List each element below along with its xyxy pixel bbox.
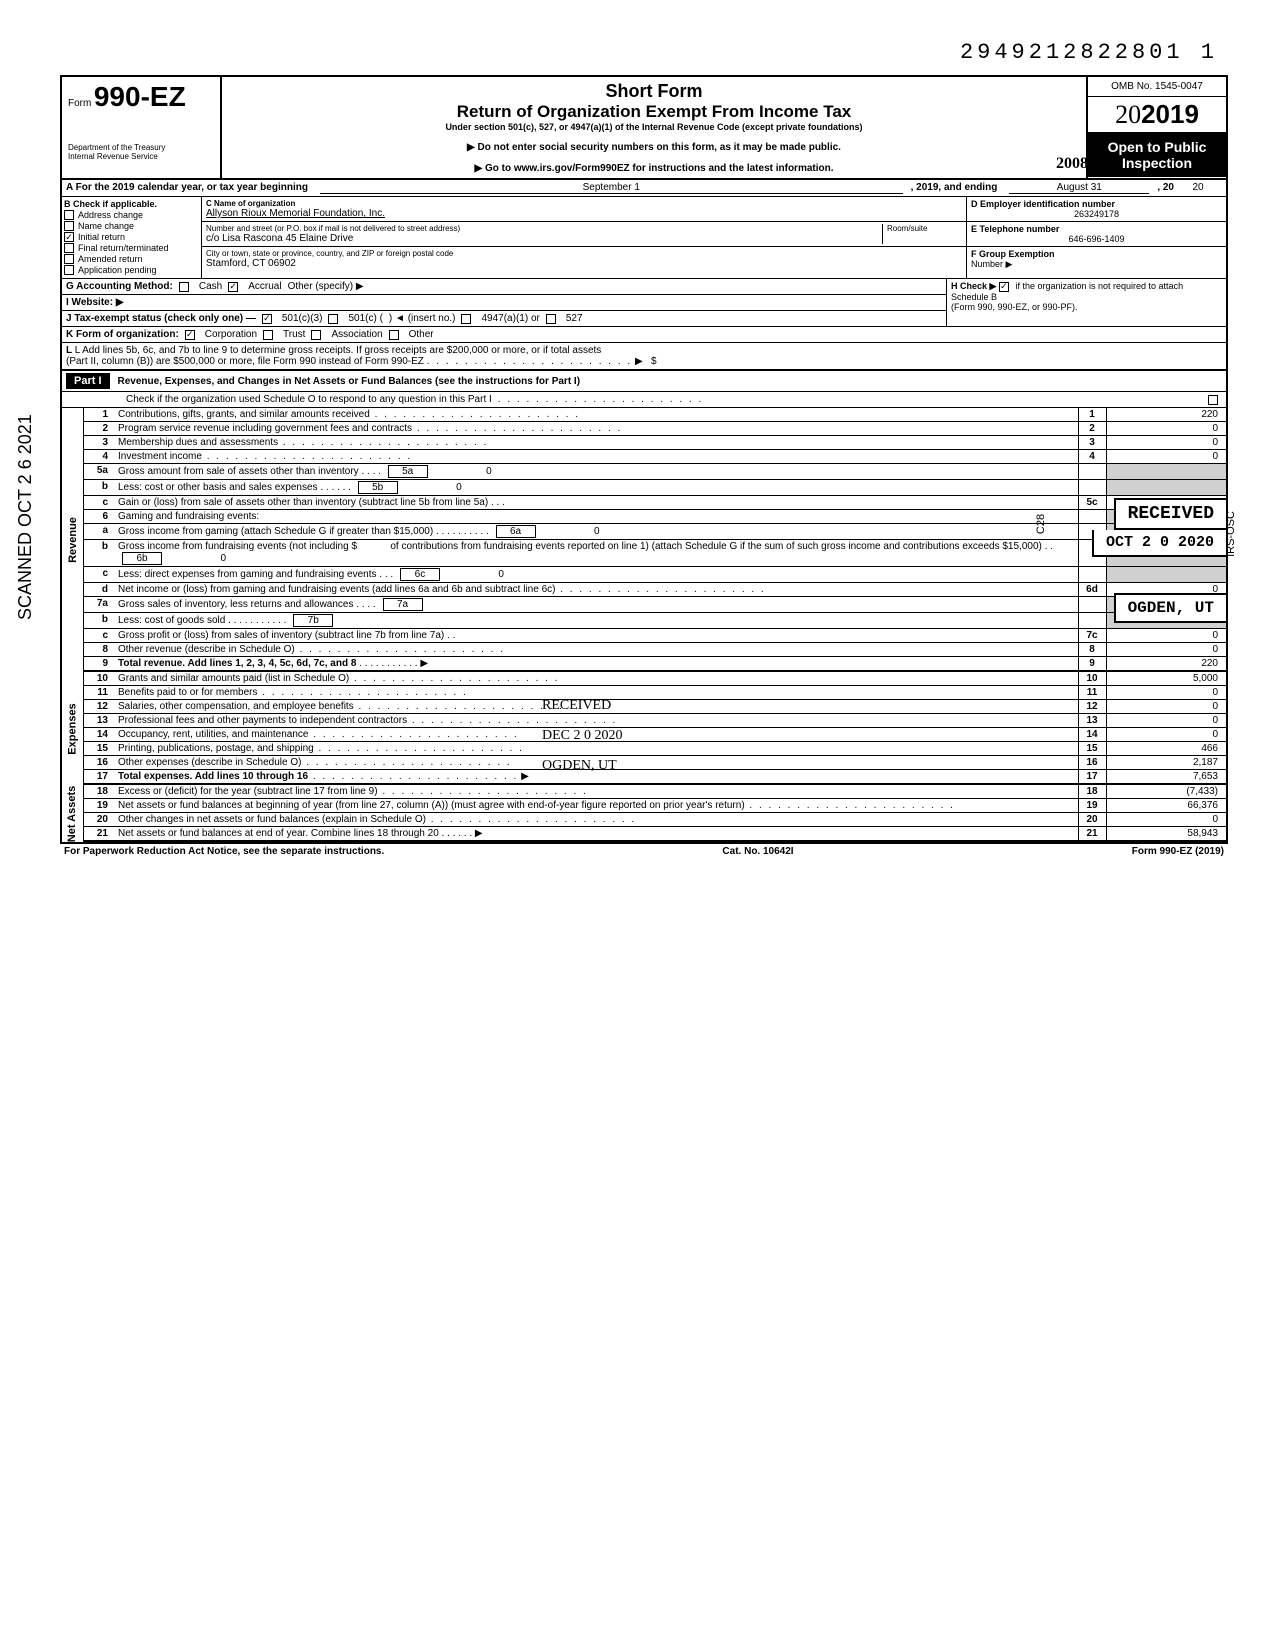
row-h: H Check ▶ ✓ if the organization is not r…: [946, 279, 1226, 326]
ein: 263249178: [971, 209, 1222, 219]
subtitle: Under section 501(c), 527, or 4947(a)(1)…: [230, 122, 1078, 132]
document-code: 2949212822801 1: [60, 40, 1228, 65]
line12-val: 0: [1106, 700, 1226, 714]
phone: 646-696-1409: [971, 234, 1222, 244]
ogden-stamp: OGDEN, UT: [1114, 593, 1228, 623]
expenses-section: Expenses 10Grants and similar amounts pa…: [62, 672, 1226, 785]
cb-501c[interactable]: [328, 314, 338, 324]
row-k: K Form of organization: ✓Corporation Tru…: [62, 327, 1226, 343]
row-i: I Website: ▶: [62, 295, 946, 311]
cb-name[interactable]: [64, 221, 74, 231]
cb-other[interactable]: [389, 330, 399, 340]
org-name: Allyson Rioux Memorial Foundation, Inc.: [206, 208, 962, 219]
cb-4947[interactable]: [461, 314, 471, 324]
cb-final[interactable]: [64, 243, 74, 253]
cb-corp[interactable]: ✓: [185, 330, 195, 340]
title-short-form: Short Form: [230, 81, 1078, 102]
cb-address[interactable]: [64, 210, 74, 220]
tax-year: 202019: [1088, 97, 1226, 133]
cb-527[interactable]: [546, 314, 556, 324]
line1-val: 220: [1106, 408, 1226, 422]
line14-val: 0: [1106, 728, 1226, 742]
revenue-label: Revenue: [67, 517, 79, 563]
irs-osc-stamp: IRS-OSC: [1225, 511, 1237, 557]
line16-val: 2,187: [1106, 756, 1226, 770]
footer-left: For Paperwork Reduction Act Notice, see …: [64, 846, 384, 857]
received2-stamp: RECEIVED: [542, 698, 611, 714]
handwritten-year: 2008: [1056, 155, 1088, 173]
line13-val: 0: [1106, 714, 1226, 728]
header-left: Form 990-EZ Department of the Treasury I…: [62, 77, 222, 178]
line11-val: 0: [1106, 686, 1226, 700]
cb-amended[interactable]: [64, 254, 74, 264]
footer: For Paperwork Reduction Act Notice, see …: [60, 844, 1228, 859]
footer-right: Form 990-EZ (2019): [1132, 846, 1224, 857]
part1-check: Check if the organization used Schedule …: [62, 392, 1226, 408]
col-d: D Employer identification number 2632491…: [966, 197, 1226, 278]
form-header: Form 990-EZ Department of the Treasury I…: [62, 77, 1226, 180]
received-date-stamp: OCT 2 0 2020: [1092, 530, 1228, 557]
open-to-public: Open to Public Inspection: [1088, 133, 1226, 177]
row-g: G Accounting Method: Cash ✓Accrual Other…: [62, 279, 946, 295]
scanned-stamp: SCANNED OCT 2 6 2021: [15, 414, 36, 620]
org-city: Stamford, CT 06902: [206, 258, 962, 269]
line8-val: 0: [1106, 643, 1226, 657]
line4-val: 0: [1106, 450, 1226, 464]
line19-val: 66,376: [1106, 799, 1226, 813]
form-prefix: Form: [68, 98, 91, 109]
col-c: C Name of organization Allyson Rioux Mem…: [202, 197, 966, 278]
line2-val: 0: [1106, 422, 1226, 436]
part1-header: Part I Revenue, Expenses, and Changes in…: [62, 371, 1226, 392]
cb-cash[interactable]: [179, 282, 189, 292]
cb-trust[interactable]: [263, 330, 273, 340]
dept-line2: Internal Revenue Service: [68, 152, 214, 161]
dept-line1: Department of the Treasury: [68, 143, 214, 152]
received-stamp: RECEIVED: [1114, 498, 1228, 530]
line21-val: 58,943: [1106, 827, 1226, 842]
line3-val: 0: [1106, 436, 1226, 450]
end-year: 20: [1178, 182, 1218, 194]
form-number: 990-EZ: [94, 81, 186, 112]
cb-501c3[interactable]: ✓: [262, 314, 272, 324]
revenue-table: 1Contributions, gifts, grants, and simil…: [84, 408, 1226, 672]
title-return: Return of Organization Exempt From Incom…: [230, 102, 1078, 122]
cb-accrual[interactable]: ✓: [228, 282, 238, 292]
cb-assoc[interactable]: [311, 330, 321, 340]
line17-val: 7,653: [1106, 770, 1226, 785]
expenses-table: 10Grants and similar amounts paid (list …: [84, 672, 1226, 785]
row-a-tax-year: A For the 2019 calendar year, or tax yea…: [62, 180, 1226, 197]
cb-pending[interactable]: [64, 265, 74, 275]
line9-val: 220: [1106, 657, 1226, 672]
date2-stamp: DEC 2 0 2020: [542, 728, 623, 744]
line15-val: 466: [1106, 742, 1226, 756]
line7c-val: 0: [1106, 629, 1226, 643]
netassets-label: Net Assets: [67, 785, 79, 841]
note-ssn: ▶ Do not enter social security numbers o…: [230, 142, 1078, 153]
line10-val: 5,000: [1106, 672, 1226, 686]
line18-val: (7,433): [1106, 785, 1226, 799]
netassets-table: 18Excess or (deficit) for the year (subt…: [84, 785, 1226, 842]
expenses-label: Expenses: [67, 703, 79, 754]
omb-number: OMB No. 1545-0047: [1088, 77, 1226, 97]
begin-date: September 1: [320, 182, 903, 194]
cb-h[interactable]: ✓: [999, 282, 1009, 292]
footer-center: Cat. No. 10642I: [722, 846, 793, 857]
end-month: August 31: [1009, 182, 1149, 194]
info-block: B Check if applicable. Address change Na…: [62, 197, 1226, 279]
note-website: ▶ Go to www.irs.gov/Form990EZ for instru…: [474, 163, 833, 174]
org-street: c/o Lisa Rascona 45 Elaine Drive: [206, 233, 882, 244]
revenue-section: Revenue 1Contributions, gifts, grants, a…: [62, 408, 1226, 672]
cb-part1-scho[interactable]: [1208, 395, 1218, 405]
form-990ez: Form 990-EZ Department of the Treasury I…: [60, 75, 1228, 844]
header-right: OMB No. 1545-0047 202019 Open to Public …: [1086, 77, 1226, 178]
line20-val: 0: [1106, 813, 1226, 827]
ogden2-stamp: OGDEN, UT: [542, 758, 617, 774]
netassets-section: Net Assets 18Excess or (deficit) for the…: [62, 785, 1226, 842]
c28-stamp: C28: [1035, 514, 1047, 534]
row-j: J Tax-exempt status (check only one) — ✓…: [62, 311, 946, 326]
col-b-checkboxes: B Check if applicable. Address change Na…: [62, 197, 202, 278]
header-center: Short Form Return of Organization Exempt…: [222, 77, 1086, 178]
cb-initial[interactable]: ✓: [64, 232, 74, 242]
row-l: L L Add lines 5b, 6c, and 7b to line 9 t…: [62, 343, 1226, 371]
